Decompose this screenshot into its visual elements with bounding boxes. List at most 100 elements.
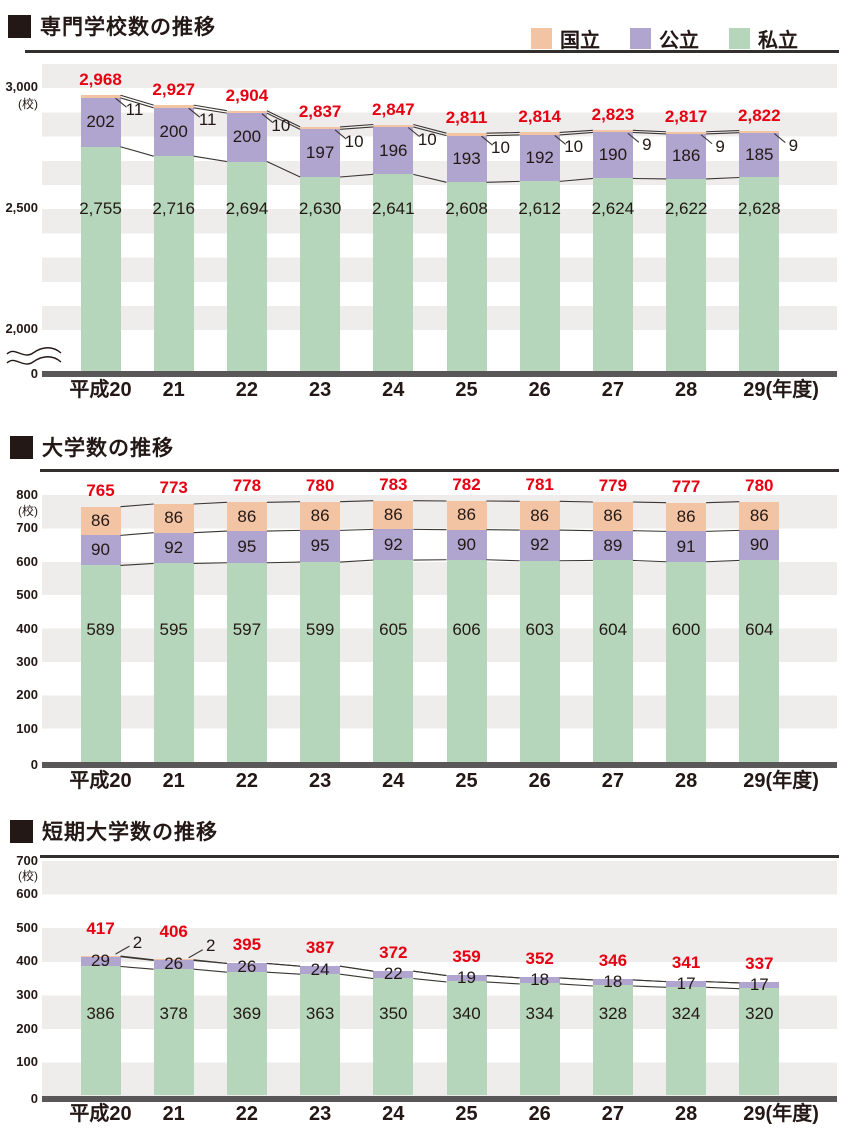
bar-segment-national: [300, 501, 341, 531]
segment-connector-line: [413, 977, 447, 983]
x-tick-label: 平成20: [69, 379, 132, 401]
bar-segment-private: [226, 971, 267, 1096]
segment-connector-line: [340, 173, 374, 178]
national-value-label: 10: [564, 137, 584, 157]
segment-connector-line: [486, 134, 520, 137]
bar-segment-private: [226, 562, 267, 762]
segment-connector-line: [486, 559, 520, 562]
x-tick-label: 26: [528, 770, 551, 792]
public-value-label: 92: [164, 538, 184, 558]
total-value-label: 372: [379, 942, 408, 962]
public-value-label: 95: [310, 536, 330, 556]
segment-connector-line: [559, 129, 593, 134]
x-axis-line: [42, 762, 837, 768]
private-value-label: 350: [379, 1004, 408, 1023]
total-value-label: 395: [232, 934, 262, 954]
bar-segment-national: [666, 131, 707, 134]
bar-segment-public: [446, 135, 487, 183]
bar-segment-public: [153, 532, 194, 564]
legend-item-public: 公立: [630, 24, 699, 53]
chart-3-header: 短期大学数の推移: [10, 816, 218, 846]
total-value-label: 765: [86, 480, 115, 500]
public-value-label: 190: [598, 145, 628, 165]
national-value-label: 9: [715, 136, 725, 156]
y-tick-label: 700: [16, 852, 38, 868]
bar-segment-public: [666, 133, 707, 179]
total-value-label: 782: [452, 475, 481, 494]
x-tick-label: 21: [162, 1103, 185, 1125]
segment-connector-line: [193, 155, 227, 163]
public-value-label: 29: [91, 951, 110, 971]
x-tick-label: 21: [162, 770, 185, 792]
bar-segment-public: [373, 970, 414, 979]
segment-connector-line: [266, 971, 301, 975]
segment-connector-line: [559, 177, 593, 182]
x-tick-label: 23: [308, 1103, 332, 1125]
x-axis-line: [42, 1095, 837, 1102]
segment-connector-line: [120, 965, 154, 970]
national-value-label: 10: [417, 129, 437, 149]
public-value-label: 197: [305, 143, 335, 163]
national-value-label: 86: [383, 505, 403, 525]
segment-connector-line: [706, 176, 740, 180]
public-value-label: 19: [457, 968, 476, 988]
bar-segment-private: [300, 562, 341, 762]
y-tick-label: 500: [16, 919, 38, 935]
y-axis-unit: (校): [18, 504, 38, 518]
private-value-label: 2,755: [79, 199, 122, 218]
title-square-icon: [8, 14, 31, 38]
y-tick-label: 400: [16, 953, 38, 969]
x-tick-label: 29(年度): [743, 1103, 819, 1125]
segment-connector-line: [193, 958, 227, 964]
private-value-label: 2,716: [152, 199, 195, 218]
bar-segment-public: [300, 530, 341, 563]
segment-connector-line: [632, 501, 667, 504]
bar-segment-national: [739, 501, 780, 531]
private-value-label: 324: [671, 1004, 701, 1023]
bar-segment-public: [300, 965, 341, 974]
segment-connector-line: [486, 974, 520, 978]
public-value-label: 92: [383, 534, 403, 554]
public-value-label: 193: [452, 148, 481, 168]
segment-connector-line: [632, 559, 667, 563]
bar-segment-private: [666, 178, 707, 371]
segment-connector-line: [120, 94, 154, 106]
public-value-label: 92: [530, 535, 550, 555]
y-tick-label: 100: [16, 720, 38, 736]
public-value-label: 90: [457, 534, 476, 554]
public-value-label: 90: [749, 535, 769, 555]
segment-connector-line: [340, 973, 374, 979]
y-tick-label: 2,000: [5, 321, 38, 337]
y-tick-label: 0: [30, 757, 38, 772]
national-value-label: 86: [310, 506, 330, 526]
public-value-label: 24: [310, 959, 330, 979]
bar-segment-public: [519, 530, 560, 561]
y-axis-unit: (校): [18, 869, 38, 883]
segment-connector-line: [413, 126, 447, 137]
total-value-label: 2,968: [79, 70, 122, 90]
bar-segment-national: [153, 105, 194, 108]
bar-segment-national: [446, 133, 487, 136]
x-tick-label: 25: [455, 770, 478, 792]
y-tick-label: 200: [16, 687, 38, 703]
bar-segment-public: [80, 956, 121, 966]
bar-segment-private: [446, 182, 487, 371]
total-value-label: 346: [598, 951, 628, 971]
segment-connector-line: [266, 561, 301, 564]
bar-segment-national: [519, 132, 560, 135]
public-value-label: 26: [237, 957, 257, 977]
bar-segment-private: [153, 563, 194, 762]
segment-connector-line: [486, 131, 520, 134]
private-value-label: 2,622: [664, 199, 708, 218]
x-tick-label: 24: [382, 1103, 405, 1125]
private-value-label: 378: [159, 1004, 188, 1023]
bar-segment-public: [226, 962, 267, 972]
bar-segment-private: [519, 181, 560, 371]
bar-segment-private: [739, 177, 780, 371]
x-tick-label: 22: [235, 770, 259, 792]
private-value-label: 2,612: [518, 199, 561, 218]
legend: 国立 公立 私立: [531, 24, 798, 53]
x-tick-label: 平成20: [69, 770, 132, 792]
